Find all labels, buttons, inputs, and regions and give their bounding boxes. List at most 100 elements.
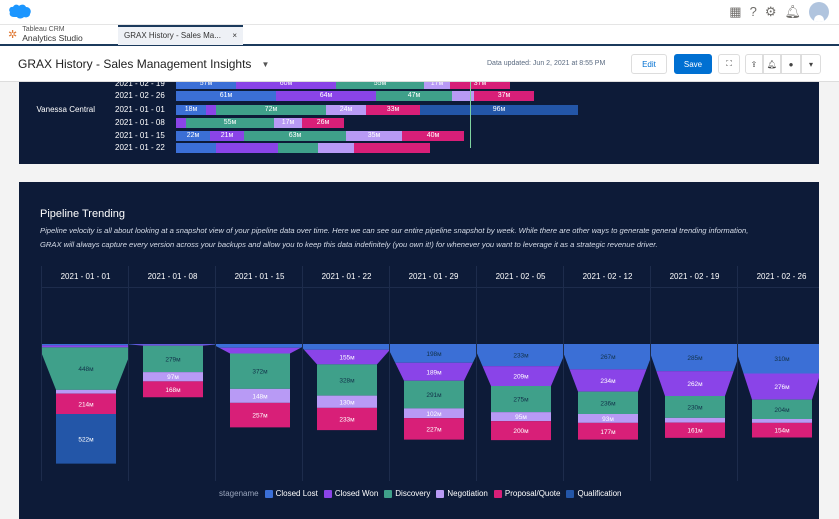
- bar-segment[interactable]: 61м: [176, 91, 276, 101]
- bar-segment[interactable]: [206, 105, 216, 115]
- funnel-segment[interactable]: [752, 419, 812, 423]
- bar-segment[interactable]: 17м: [424, 82, 450, 89]
- legend-item[interactable]: Closed Won: [323, 489, 378, 498]
- funnel-segment[interactable]: [665, 422, 725, 438]
- funnel-segment[interactable]: [651, 344, 738, 372]
- funnel-segment[interactable]: [317, 407, 377, 431]
- funnel-segment[interactable]: [564, 344, 651, 370]
- app-launcher-icon[interactable]: ▦: [729, 4, 742, 19]
- user-avatar-icon[interactable]: [809, 2, 829, 22]
- funnel-segment[interactable]: [578, 391, 638, 415]
- bar-segment[interactable]: 47м: [376, 91, 452, 101]
- legend-item[interactable]: Proposal/Quote: [493, 489, 560, 498]
- funnel-segment[interactable]: [42, 345, 129, 348]
- funnel-segment[interactable]: [395, 362, 473, 381]
- funnel-segment[interactable]: [303, 344, 390, 350]
- funnel-segment[interactable]: [482, 366, 560, 386]
- funnel-segment[interactable]: [143, 381, 203, 398]
- funnel-segment[interactable]: [665, 417, 725, 423]
- bar-segment[interactable]: 57м: [176, 82, 236, 89]
- funnel-label: 328м: [339, 378, 355, 385]
- bar-segment[interactable]: 17м: [274, 118, 302, 128]
- bar-segment[interactable]: [216, 143, 278, 153]
- bar-segment[interactable]: 64м: [276, 91, 376, 101]
- notification-bell-icon[interactable]: 🔔︎: [784, 4, 801, 19]
- more-dropdown-icon[interactable]: ▾: [801, 54, 821, 74]
- bar-segment[interactable]: [176, 118, 186, 128]
- bar-segment[interactable]: [354, 143, 430, 153]
- funnel-segment[interactable]: [304, 349, 390, 365]
- funnel-segment[interactable]: [578, 422, 638, 440]
- funnel-segment[interactable]: [143, 345, 203, 373]
- legend-item[interactable]: Closed Lost: [264, 489, 318, 498]
- funnel-segment[interactable]: [56, 393, 116, 415]
- funnel-segment[interactable]: [56, 414, 116, 464]
- legend-item[interactable]: Negotiation: [436, 489, 488, 498]
- bar-segment[interactable]: 18м: [176, 105, 206, 115]
- funnel-segment[interactable]: [404, 380, 464, 409]
- funnel-segment[interactable]: [738, 344, 825, 374]
- save-button[interactable]: Save: [674, 54, 712, 74]
- funnel-segment[interactable]: [491, 412, 551, 422]
- share-icon[interactable]: ⇪: [745, 54, 763, 74]
- help-icon[interactable]: ?: [749, 4, 757, 19]
- bar-segment[interactable]: 37м: [450, 82, 510, 89]
- bar-segment[interactable]: 60м: [236, 82, 336, 89]
- funnel-segment[interactable]: [752, 422, 812, 438]
- funnel-segment[interactable]: [56, 389, 116, 394]
- funnel-segment[interactable]: [317, 395, 377, 408]
- legend-item[interactable]: Discovery: [384, 489, 430, 498]
- bar-segment[interactable]: 24м: [326, 105, 366, 115]
- bar-segment[interactable]: 37м: [474, 91, 534, 101]
- funnel-segment[interactable]: [219, 347, 301, 354]
- funnel-segment[interactable]: [130, 344, 216, 346]
- bar-segment[interactable]: 40м: [402, 131, 464, 141]
- funnel-segment[interactable]: [230, 353, 290, 389]
- funnel-segment[interactable]: [404, 418, 464, 440]
- bar-segment[interactable]: 22м: [176, 131, 210, 141]
- row-date-label: 2021 - 01 - 15: [115, 131, 165, 140]
- bar-segment[interactable]: 55м: [186, 118, 274, 128]
- edit-button[interactable]: Edit: [631, 54, 667, 74]
- funnel-segment[interactable]: [578, 414, 638, 423]
- bar-segment[interactable]: 55м: [336, 82, 424, 89]
- bar-segment[interactable]: [452, 91, 474, 101]
- funnel-segment[interactable]: [42, 344, 129, 346]
- funnel-segment[interactable]: [230, 388, 290, 403]
- subscribe-bell-icon[interactable]: 🔔︎: [763, 54, 781, 74]
- funnel-segment[interactable]: [491, 385, 551, 413]
- funnel-segment[interactable]: [404, 408, 464, 419]
- tab-grax-history[interactable]: GRAX History - Sales Ma... ×: [118, 25, 243, 45]
- bar-segment[interactable]: 26м: [302, 118, 344, 128]
- funnel-segment[interactable]: [390, 344, 477, 363]
- app-name[interactable]: ✲ Tableau CRM Analytics Studio: [8, 26, 83, 43]
- funnel-segment[interactable]: [665, 395, 725, 418]
- chevron-down-icon[interactable]: ▼: [261, 59, 270, 69]
- funnel-segment[interactable]: [42, 347, 129, 390]
- fullscreen-icon[interactable]: ⛶: [718, 54, 740, 74]
- bar-segment[interactable]: [318, 143, 354, 153]
- funnel-segment[interactable]: [230, 402, 290, 428]
- bar-segment[interactable]: 96м: [420, 105, 578, 115]
- bar-segment[interactable]: [278, 143, 318, 153]
- bar-segment[interactable]: 72м: [216, 105, 326, 115]
- bar-segment[interactable]: [176, 143, 216, 153]
- funnel-segment[interactable]: [491, 421, 551, 441]
- bar-segment[interactable]: 63м: [244, 131, 346, 141]
- legend-item[interactable]: Qualification: [566, 489, 622, 498]
- funnel-segment[interactable]: [216, 344, 303, 348]
- bar-segment[interactable]: 35м: [346, 131, 402, 141]
- funnel-segment[interactable]: [143, 372, 203, 382]
- setup-gear-icon[interactable]: ⚙: [764, 4, 777, 19]
- funnel-segment[interactable]: [656, 371, 734, 396]
- bar-segment[interactable]: 21м: [210, 131, 244, 141]
- close-icon[interactable]: ×: [232, 31, 237, 40]
- funnel-segment[interactable]: [752, 399, 812, 420]
- legend-label: Qualification: [577, 489, 622, 498]
- comment-icon[interactable]: ●: [781, 54, 801, 74]
- funnel-segment[interactable]: [569, 369, 647, 392]
- funnel-segment[interactable]: [477, 344, 564, 367]
- bar-segment[interactable]: 33м: [366, 105, 420, 115]
- funnel-segment[interactable]: [317, 364, 377, 396]
- funnel-segment[interactable]: [743, 373, 821, 400]
